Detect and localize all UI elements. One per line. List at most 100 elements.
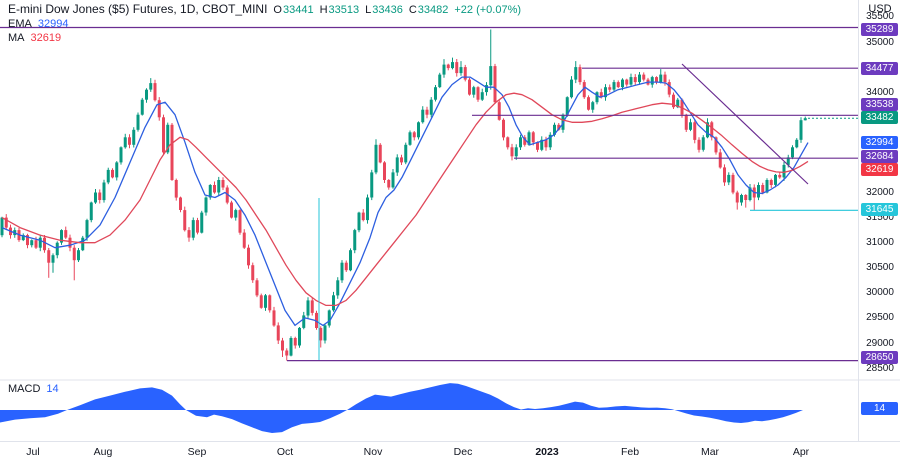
- candle-body: [115, 162, 119, 178]
- candle-body: [689, 122, 692, 130]
- high-label: H: [319, 4, 328, 16]
- price-tick-30500: 30500: [866, 262, 894, 274]
- candle-body: [123, 137, 127, 148]
- candle-body: [276, 325, 280, 341]
- candle-body: [89, 202, 93, 221]
- time-label-Jul: Jul: [26, 446, 40, 458]
- candle-body: [731, 174, 735, 193]
- candle-body: [255, 280, 259, 296]
- candle-body: [659, 74, 663, 83]
- candle-body: [26, 235, 29, 246]
- price-axis[interactable]: USD 355003500034500340003350033000325003…: [858, 0, 900, 441]
- candle-body: [119, 147, 123, 163]
- candle-body: [497, 102, 501, 120]
- candle-body: [582, 82, 586, 98]
- candle-body: [183, 210, 187, 231]
- candle-body: [34, 240, 38, 248]
- candle-body: [650, 77, 654, 85]
- high-value: 33513: [328, 4, 360, 16]
- candle-body: [344, 262, 348, 271]
- candle-body: [72, 247, 76, 261]
- candle-body: [472, 87, 476, 95]
- candle-body: [268, 295, 272, 311]
- candle-body: [718, 152, 722, 168]
- candle-body: [684, 114, 688, 130]
- time-axis[interactable]: Jul Aug Sep Oct Nov Dec 2023 Feb Mar Apr: [0, 441, 900, 462]
- candle-body: [179, 197, 182, 210]
- price-badge-28650: 28650: [861, 350, 898, 364]
- candle-body: [434, 87, 437, 100]
- candle-body: [676, 99, 680, 108]
- candle-body: [166, 124, 170, 153]
- candle-body: [259, 295, 263, 308]
- trendline[interactable]: [681, 63, 809, 185]
- low-value: 33436: [372, 4, 403, 16]
- price-tick-35500: 35500: [866, 11, 894, 23]
- candle-body: [697, 139, 701, 150]
- candle-body: [663, 74, 667, 83]
- candle-body: [744, 195, 748, 200]
- candle-body: [735, 192, 739, 203]
- candle-body: [85, 220, 89, 238]
- candle-body: [442, 64, 446, 75]
- symbol-legend: E-mini Dow Jones ($5) Futures, 1D, CBOT_…: [8, 2, 521, 45]
- candle-body: [323, 325, 327, 341]
- candle-body: [667, 82, 671, 95]
- candle-body: [595, 92, 599, 103]
- price-tick-29000: 29000: [866, 337, 894, 349]
- candle-body: [21, 235, 25, 241]
- candle-body: [251, 265, 255, 281]
- candle-body: [638, 74, 641, 83]
- candle-body: [782, 164, 786, 178]
- ma-row: MA 32619: [8, 31, 521, 45]
- time-label-Aug: Aug: [93, 446, 113, 458]
- candle-body: [247, 247, 250, 266]
- candle-body: [213, 185, 216, 193]
- ma-label: MA: [8, 32, 25, 44]
- macd-label: MACD: [8, 383, 41, 395]
- candle-body: [502, 119, 505, 138]
- time-label-Apr: Apr: [792, 446, 810, 458]
- candle-body: [400, 157, 403, 163]
- price-badge-33538: 33538: [861, 97, 898, 111]
- candle-body: [604, 87, 607, 98]
- candle-body: [786, 157, 790, 165]
- candle-body: [225, 187, 229, 203]
- candle-body: [587, 97, 590, 110]
- candle-body: [191, 220, 195, 238]
- price-tick-29500: 29500: [866, 312, 894, 324]
- candle-body: [408, 132, 412, 145]
- candle-body: [298, 327, 301, 346]
- candle-body: [519, 137, 522, 148]
- candle-body: [531, 132, 535, 143]
- candle-body: [536, 142, 539, 150]
- candle-body: [162, 117, 165, 153]
- candle-body: [769, 180, 773, 185]
- macd-area: [0, 383, 803, 433]
- candle-body: [748, 187, 752, 200]
- candle-body: [111, 169, 114, 178]
- close-value: 33482: [417, 4, 449, 16]
- ema-line: [1, 76, 809, 327]
- candle-body: [281, 340, 284, 351]
- candle-body: [701, 137, 705, 150]
- candle-body: [60, 230, 63, 243]
- candle-body: [608, 87, 612, 90]
- candle-body: [187, 230, 191, 238]
- candle-body: [170, 124, 174, 180]
- candle-body: [51, 255, 55, 263]
- candle-body: [625, 79, 629, 85]
- candle-body: [238, 210, 242, 233]
- candle-body: [693, 122, 697, 140]
- candle-body: [655, 77, 658, 83]
- candle-body: [476, 87, 480, 100]
- price-badge-32684: 32684: [861, 149, 898, 163]
- candle-body: [81, 237, 85, 251]
- price-tick-34000: 34000: [866, 86, 894, 98]
- candle-body: [765, 180, 769, 193]
- price-badge-33482: 33482: [861, 110, 898, 124]
- candle-body: [336, 280, 340, 296]
- candle-body: [404, 144, 408, 163]
- candle-body: [633, 77, 637, 83]
